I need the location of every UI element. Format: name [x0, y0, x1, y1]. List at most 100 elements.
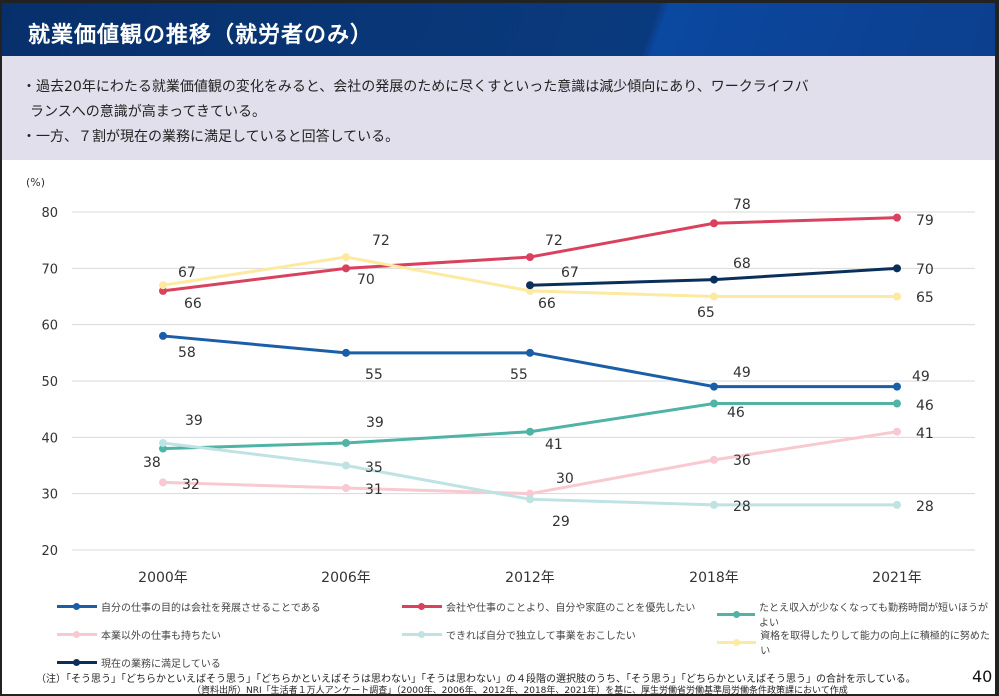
legend-item: できれば自分で独立して事業をおこしたい [402, 627, 636, 642]
data-label: 65 [916, 290, 934, 306]
y-tick-label: 40 [41, 431, 58, 446]
legend-label: できれば自分で独立して事業をおこしたい [446, 631, 636, 642]
x-tick-label: 2018年 [689, 570, 739, 586]
x-tick-label: 2012年 [505, 570, 555, 586]
data-label: 35 [365, 460, 383, 476]
data-label: 36 [733, 453, 751, 469]
data-point [342, 264, 350, 273]
data-point [893, 500, 901, 509]
data-point [893, 427, 901, 436]
y-tick-label: 60 [41, 319, 58, 334]
data-point [710, 382, 718, 391]
data-point [342, 438, 350, 447]
data-point [159, 478, 167, 487]
y-tick-label: 30 [41, 488, 58, 503]
legend-swatch [717, 610, 755, 618]
data-label: 67 [561, 265, 579, 281]
summary-line: ・一方、７割が現在の業務に満足していると回答している。 [22, 129, 400, 145]
data-label: 66 [184, 296, 202, 312]
summary-box: ・過去20年にわたる就業価値観の変化をみると、会社の発展のために尽くすといった意… [2, 56, 995, 160]
y-tick-label: 20 [41, 544, 58, 559]
data-point [710, 219, 718, 228]
data-point [526, 495, 534, 504]
legend-label: 会社や仕事のことより、自分や家庭のことを優先したい [446, 603, 696, 614]
data-label: 32 [182, 477, 200, 493]
data-label: 79 [916, 213, 934, 229]
page-number: 40 [972, 667, 993, 686]
data-label: 29 [552, 514, 570, 530]
data-label: 49 [733, 365, 751, 381]
data-label: 55 [365, 367, 383, 383]
slide: 就業価値観の推移（就労者のみ） ・過去20年にわたる就業価値観の変化をみると、会… [2, 3, 995, 696]
data-point [893, 292, 901, 301]
header-bar: 就業価値観の推移（就労者のみ） [2, 3, 995, 56]
data-label: 41 [916, 426, 934, 442]
y-tick-label: 50 [41, 375, 58, 390]
legend-swatch [402, 603, 442, 610]
data-point [342, 253, 350, 262]
legend-item: 現在の業務に満足している [57, 655, 221, 670]
legend-swatch [57, 659, 97, 666]
data-point [526, 286, 534, 295]
legend-swatch [57, 631, 97, 638]
data-point [342, 348, 350, 357]
data-label: 70 [916, 262, 934, 278]
summary-line: ランスへの意識が高まってきている。 [30, 104, 267, 120]
legend-label: 資格を取得したりして能力の向上に積極的に努めたい [760, 631, 990, 657]
y-axis-label: (%) [26, 176, 45, 189]
legend-item: たとえ収入が少なくなっても勤務時間が短いほうがよい [717, 599, 995, 629]
data-point [710, 292, 718, 301]
data-label: 72 [545, 233, 563, 249]
data-label: 46 [727, 405, 745, 421]
y-tick-label: 80 [41, 206, 58, 221]
data-point [526, 253, 534, 262]
y-tick-label: 70 [41, 262, 58, 277]
data-point [159, 444, 167, 453]
data-point [893, 399, 901, 408]
data-point [526, 427, 534, 436]
data-point [893, 213, 901, 222]
data-label: 66 [538, 296, 556, 312]
data-point [710, 275, 718, 284]
series-line [162, 430, 898, 496]
data-point [710, 500, 718, 509]
data-label: 68 [733, 256, 751, 272]
legend-label: 本業以外の仕事も持ちたい [101, 631, 221, 642]
legend-swatch [717, 638, 757, 646]
legend-swatch [402, 631, 442, 638]
data-point [342, 484, 350, 493]
series-line [162, 334, 897, 389]
source-note: （資料出所）NRI「生活者１万人アンケート調査」（2000年、2006年、201… [192, 686, 848, 696]
legend-item: 資格を取得したりして能力の向上に積極的に努めたい [717, 627, 995, 657]
data-label: 28 [733, 499, 751, 515]
data-point [893, 264, 901, 273]
data-point [159, 438, 167, 447]
summary-line: ・過去20年にわたる就業価値観の変化をみると、会社の発展のために尽くすといった意… [22, 79, 809, 95]
data-label: 31 [365, 482, 383, 498]
data-point [710, 399, 718, 408]
data-label: 39 [366, 415, 384, 431]
data-label: 49 [912, 369, 930, 385]
legend-swatch [57, 603, 97, 610]
legend-label: たとえ収入が少なくなっても勤務時間が短いほうがよい [758, 603, 988, 629]
data-label: 30 [556, 471, 574, 487]
data-label: 55 [510, 367, 528, 383]
data-point [159, 286, 167, 295]
data-label: 72 [372, 233, 390, 249]
data-point [342, 461, 350, 470]
data-label: 65 [697, 305, 715, 321]
legend-label: 自分の仕事の目的は会社を発展させることである [101, 603, 321, 614]
footnote: （注）「そう思う」「どちらかといえばそう思う」「どちらかといえばそうは思わない」… [36, 674, 916, 685]
data-label: 41 [545, 437, 563, 453]
data-point [526, 281, 534, 290]
series-line [162, 402, 897, 451]
data-label: 28 [916, 499, 934, 515]
data-label: 58 [178, 345, 196, 361]
data-label: 78 [733, 197, 751, 213]
data-label: 46 [916, 398, 934, 414]
x-tick-label: 2021年 [872, 570, 922, 586]
data-label: 70 [357, 272, 375, 288]
x-tick-label: 2006年 [321, 570, 371, 586]
legend-item: 本業以外の仕事も持ちたい [57, 627, 221, 642]
page-title: 就業価値観の推移（就労者のみ） [28, 23, 374, 48]
